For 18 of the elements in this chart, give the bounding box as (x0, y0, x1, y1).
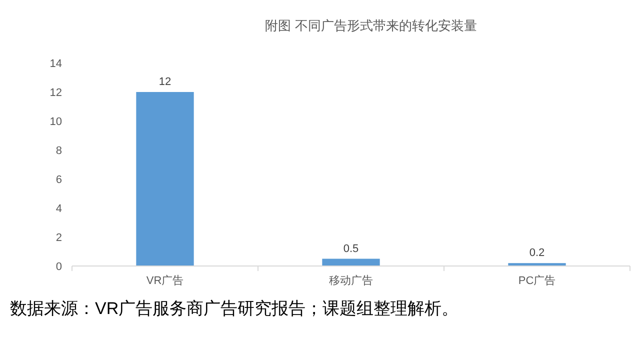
y-tick-label: 8 (56, 144, 62, 157)
y-tick-label: 2 (56, 232, 62, 244)
bar (136, 92, 194, 266)
x-tick-label: 移动广告 (329, 274, 373, 287)
source-note: 数据来源：VR广告服务商广告研究报告；课题组整理解析。 (10, 299, 459, 318)
y-tick-label: 4 (56, 202, 62, 215)
x-tick-label: PC广告 (518, 274, 556, 287)
y-tick-label: 12 (50, 86, 62, 99)
data-label: 0.5 (343, 242, 359, 255)
data-label: 12 (158, 76, 172, 88)
x-tick-label: VR广告 (146, 274, 184, 287)
y-tick-label: 6 (56, 174, 62, 186)
y-tick-label: 0 (56, 260, 62, 273)
bar (322, 258, 380, 266)
y-tick-label: 14 (50, 58, 62, 70)
chart-title: 附图 不同广告形式带来的转化安装量 (265, 18, 477, 33)
data-label: 0.2 (529, 247, 545, 260)
y-tick-label: 10 (50, 116, 62, 128)
